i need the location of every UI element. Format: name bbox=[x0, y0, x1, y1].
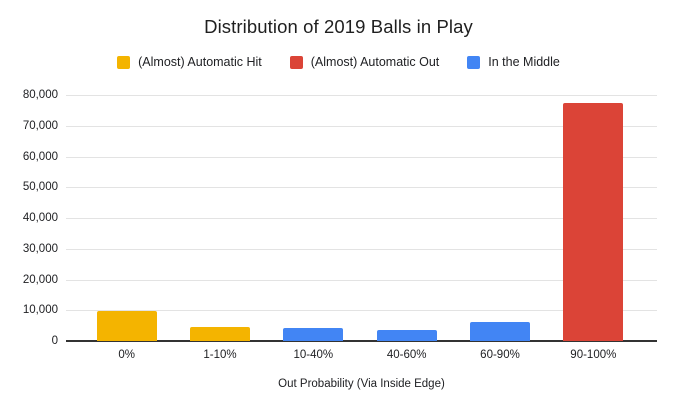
y-tick-label-10-000: 10,000 bbox=[22, 304, 58, 317]
gridline-80-000 bbox=[66, 95, 657, 96]
bar-40-60[interactable] bbox=[376, 329, 437, 341]
legend-label: (Almost) Automatic Out bbox=[310, 55, 440, 69]
x-tick-label-10-40: 10-40% bbox=[293, 349, 334, 361]
y-tick-label-50-000: 50,000 bbox=[22, 181, 58, 194]
bar-0[interactable] bbox=[96, 311, 157, 341]
x-tick-label-1-10: 1-10% bbox=[203, 349, 237, 361]
x-axis-title: Out Probability (Via Inside Edge) bbox=[278, 378, 445, 390]
gridline-20-000 bbox=[66, 280, 657, 281]
y-tick-label-80-000: 80,000 bbox=[22, 89, 58, 101]
bar-10-40[interactable] bbox=[283, 328, 344, 341]
x-tick-label-90-100: 90-100% bbox=[570, 349, 617, 361]
bar-60-90[interactable] bbox=[470, 321, 530, 341]
legend-item-in-the-middle: In the Middle bbox=[467, 55, 560, 69]
x-axis-line bbox=[66, 340, 657, 342]
gridline-60-000 bbox=[66, 157, 657, 158]
y-tick-label-60-000: 60,000 bbox=[22, 150, 58, 163]
chart-title: Distribution of 2019 Balls in Play bbox=[204, 16, 473, 37]
gridline-10-000 bbox=[66, 310, 657, 311]
y-tick-label-30-000: 30,000 bbox=[22, 242, 58, 255]
y-tick-label-70-000: 70,000 bbox=[22, 119, 58, 132]
bar-90-100[interactable] bbox=[563, 103, 624, 341]
gridline-40-000 bbox=[66, 218, 657, 219]
chart-legend: (Almost) Automatic Hit (Almost) Automatic… bbox=[0, 55, 677, 69]
gridline-30-000 bbox=[66, 249, 657, 250]
legend-swatch-icon bbox=[467, 55, 481, 69]
bar-1-10[interactable] bbox=[190, 326, 250, 341]
gridline-50-000 bbox=[66, 187, 657, 188]
legend-swatch-icon bbox=[289, 55, 303, 69]
legend-item-almost-automatic-hit: (Almost) Automatic Hit bbox=[117, 55, 262, 69]
gridline-70-000 bbox=[66, 126, 657, 127]
y-tick-label-20-000: 20,000 bbox=[22, 273, 58, 286]
legend-label: (Almost) Automatic Hit bbox=[138, 55, 262, 69]
x-tick-label-40-60: 40-60% bbox=[386, 349, 427, 361]
x-tick-label-60-90: 60-90% bbox=[480, 349, 520, 361]
legend-swatch-icon bbox=[117, 55, 131, 69]
x-tick-label-0: 0% bbox=[118, 349, 135, 361]
legend-label: In the Middle bbox=[488, 55, 560, 69]
y-tick-label-0: 0 bbox=[51, 335, 58, 347]
y-tick-label-40-000: 40,000 bbox=[22, 212, 58, 224]
legend-item-almost-automatic-out: (Almost) Automatic Out bbox=[289, 55, 440, 69]
